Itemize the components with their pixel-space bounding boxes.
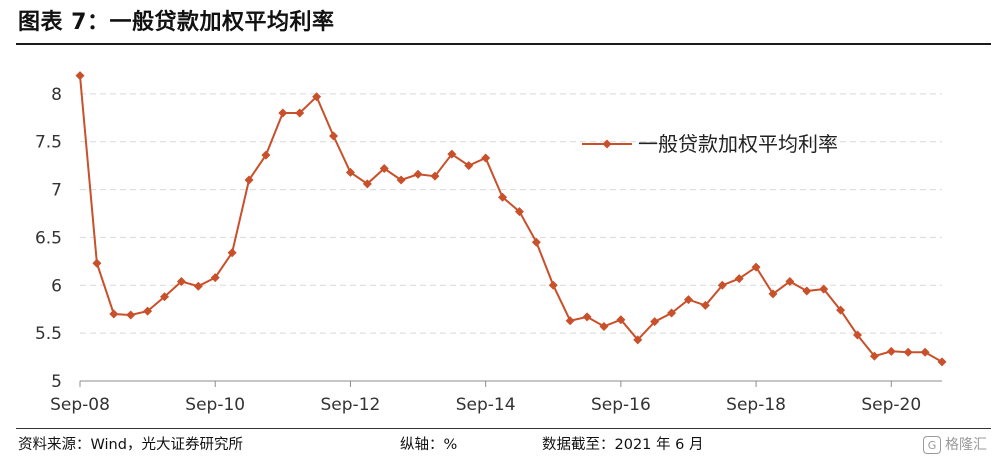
data-point xyxy=(481,153,491,163)
data-point xyxy=(531,237,541,247)
y-tick-label: 5 xyxy=(51,372,62,392)
data-point xyxy=(903,347,913,357)
series-line xyxy=(79,75,943,363)
data-point xyxy=(109,309,119,319)
data-point xyxy=(869,351,879,361)
data-point xyxy=(278,108,288,118)
y-tick-label: 8 xyxy=(51,85,62,105)
data-cutoff-note: 数据截至：2021 年 6 月 xyxy=(542,437,704,453)
y-tick-label: 7.5 xyxy=(35,133,62,153)
data-point xyxy=(143,306,153,316)
data-point xyxy=(836,305,846,315)
data-point xyxy=(700,300,710,310)
source-note: 资料来源：Wind，光大证券研究所 xyxy=(18,437,243,453)
data-point xyxy=(312,92,322,102)
data-point xyxy=(92,258,102,268)
data-point xyxy=(413,169,423,179)
legend: 一般贷款加权平均利率 xyxy=(582,132,838,156)
footer-divider xyxy=(16,428,991,429)
y-tick-label: 6 xyxy=(51,276,62,296)
data-point xyxy=(498,192,508,202)
legend-marker-swatch xyxy=(602,139,612,149)
data-point xyxy=(920,347,930,357)
data-point xyxy=(345,167,355,177)
data-point xyxy=(565,316,575,326)
data-point xyxy=(683,295,693,305)
data-point xyxy=(802,286,812,296)
x-tick-label: Sep-12 xyxy=(321,395,381,415)
series-group xyxy=(75,71,947,367)
data-point xyxy=(819,284,829,294)
data-point xyxy=(244,175,254,185)
data-point xyxy=(852,330,862,340)
data-point xyxy=(227,248,237,258)
x-tick-label: Sep-14 xyxy=(456,395,516,415)
footer: 资料来源：Wind，光大证券研究所 纵轴：% 数据截至：2021 年 6 月 xyxy=(18,432,991,458)
data-point xyxy=(193,281,203,291)
data-point xyxy=(650,317,660,327)
x-axis: Sep-08 Sep-10 Sep-12 Sep-14 Sep-16 Sep-18 Sep-… xyxy=(50,380,942,415)
title-divider xyxy=(16,43,991,45)
data-point xyxy=(430,171,440,181)
axis-unit-note: 纵轴：% xyxy=(400,437,458,453)
data-point xyxy=(126,310,136,320)
data-point xyxy=(717,280,727,290)
watermark: G 格隆汇 xyxy=(923,434,987,456)
y-tick-label: 6.5 xyxy=(35,228,62,248)
data-point xyxy=(261,150,271,160)
watermark-logo-icon: G xyxy=(923,436,941,454)
data-point xyxy=(362,179,372,189)
data-point xyxy=(396,175,406,185)
data-point xyxy=(329,131,339,141)
y-tick-label: 5.5 xyxy=(35,324,62,344)
data-point xyxy=(667,308,677,318)
data-point xyxy=(599,321,609,331)
data-point xyxy=(295,108,305,118)
data-point xyxy=(768,289,778,299)
data-point xyxy=(548,280,558,290)
x-tick-label: Sep-08 xyxy=(50,395,110,415)
data-point xyxy=(464,161,474,171)
data-point xyxy=(734,274,744,284)
data-point xyxy=(75,71,85,81)
page-title: 图表 7：一般贷款加权平均利率 xyxy=(18,10,335,35)
x-tick-label: Sep-18 xyxy=(726,395,786,415)
data-point xyxy=(937,357,947,367)
data-point xyxy=(616,315,626,325)
chart-area: 5 5.5 6 6.5 7 7.5 8 Sep-08 Sep-10 Sep-12 Sep-14 Se… xyxy=(0,46,999,426)
legend-label: 一般贷款加权平均利率 xyxy=(638,132,838,156)
data-point xyxy=(751,262,761,272)
grid-lines xyxy=(80,93,942,334)
data-point xyxy=(785,276,795,286)
data-point xyxy=(447,149,457,159)
x-tick-label: Sep-20 xyxy=(861,395,921,415)
watermark-text: 格隆汇 xyxy=(945,437,987,453)
data-point xyxy=(176,276,186,286)
data-point xyxy=(210,273,220,283)
data-point xyxy=(379,164,389,174)
y-axis: 5 5.5 6 6.5 7 7.5 8 xyxy=(35,85,62,392)
data-point xyxy=(160,292,170,302)
data-point xyxy=(514,207,524,217)
data-point xyxy=(633,335,643,345)
x-tick-label: Sep-16 xyxy=(591,395,651,415)
data-point xyxy=(582,312,592,322)
data-point xyxy=(886,346,896,356)
line-chart: 55.566.577.58 Sep-08 Sep-10 Sep-12 Sep-14 Se… xyxy=(35,71,947,415)
y-tick-label: 7 xyxy=(51,181,62,201)
x-tick-label: Sep-10 xyxy=(185,395,245,415)
